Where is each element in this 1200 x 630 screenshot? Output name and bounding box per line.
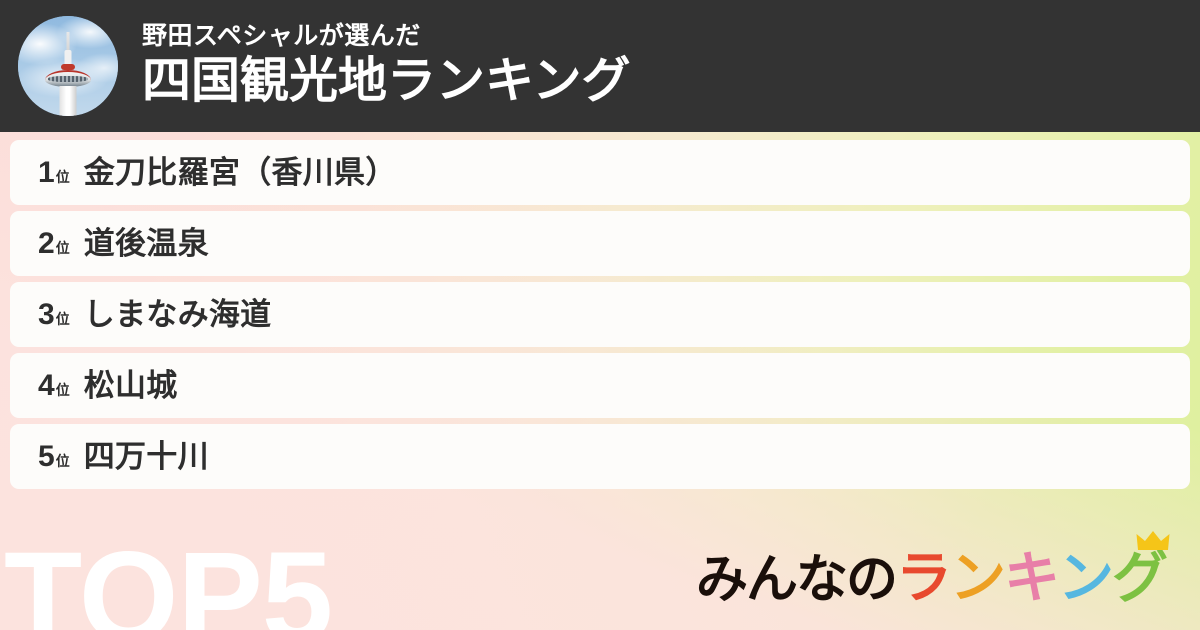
avatar-tower-pod-windows xyxy=(48,76,88,82)
rank-number: 2 xyxy=(38,226,55,260)
ranking-row-2[interactable]: 2 位 道後温泉 xyxy=(10,211,1190,276)
ranking-row-5[interactable]: 5 位 四万十川 xyxy=(10,424,1190,489)
rank-badge-5: 5 位 xyxy=(38,439,70,473)
ranking-item-label: 金刀比羅宮（香川県） xyxy=(83,155,397,190)
rank-number: 1 xyxy=(38,155,55,189)
page-title: 四国観光地ランキング xyxy=(142,54,631,109)
logo-text-n-first: ン xyxy=(950,546,1006,609)
top5-watermark: TOP5 xyxy=(4,526,333,630)
logo-text-ra: ラ xyxy=(896,546,952,609)
rank-badge-2: 2 位 xyxy=(38,226,70,260)
ranking-list: 1 位 金刀比羅宮（香川県） 2 位 道後温泉 3 位 しまなみ海道 4 位 松… xyxy=(10,140,1190,489)
logo-text-minnano: みんなの xyxy=(695,551,898,609)
rank-number: 5 xyxy=(38,439,55,473)
rank-suffix: 位 xyxy=(55,452,70,469)
rank-suffix: 位 xyxy=(55,239,70,256)
ranking-item-label: しまなみ海道 xyxy=(83,297,272,332)
header-subtitle: 野田スペシャルが選んだ xyxy=(142,21,421,50)
rank-badge-1: 1 位 xyxy=(38,155,70,189)
brand-logo[interactable]: みんなの ラ ン キ ン グ xyxy=(695,531,1170,609)
ranking-item-label: 松山城 xyxy=(83,368,178,403)
avatar-tower-mast xyxy=(66,32,70,58)
header-bar: 野田スペシャルが選んだ 四国観光地ランキング xyxy=(0,0,1200,132)
rank-number: 4 xyxy=(38,368,55,402)
ranking-item-label: 道後温泉 xyxy=(83,226,209,261)
logo-text-gu: グ xyxy=(1112,546,1168,609)
ranking-row-1[interactable]: 1 位 金刀比羅宮（香川県） xyxy=(10,140,1190,205)
rank-badge-3: 3 位 xyxy=(38,297,70,331)
ranking-row-3[interactable]: 3 位 しまなみ海道 xyxy=(10,282,1190,347)
header-titles: 野田スペシャルが選んだ 四国観光地ランキング xyxy=(142,21,631,109)
avatar-tower-upper-mast xyxy=(64,50,72,68)
logo-text-n-second: ン xyxy=(1058,546,1114,609)
rank-badge-4: 4 位 xyxy=(38,368,70,402)
avatar-tower-red-ring xyxy=(61,64,75,70)
rank-suffix: 位 xyxy=(55,310,70,327)
avatar-tower-shaft xyxy=(59,86,77,116)
rank-suffix: 位 xyxy=(55,381,70,398)
rank-number: 3 xyxy=(38,297,55,331)
rank-suffix: 位 xyxy=(55,168,70,185)
ranking-row-4[interactable]: 4 位 松山城 xyxy=(10,353,1190,418)
ranking-item-label: 四万十川 xyxy=(83,439,209,474)
logo-gu-group: グ xyxy=(1112,531,1170,609)
logo-text-ki: キ xyxy=(1004,546,1060,609)
kyoto-tower-photo-avatar xyxy=(18,16,118,116)
crown-icon xyxy=(1136,531,1170,550)
